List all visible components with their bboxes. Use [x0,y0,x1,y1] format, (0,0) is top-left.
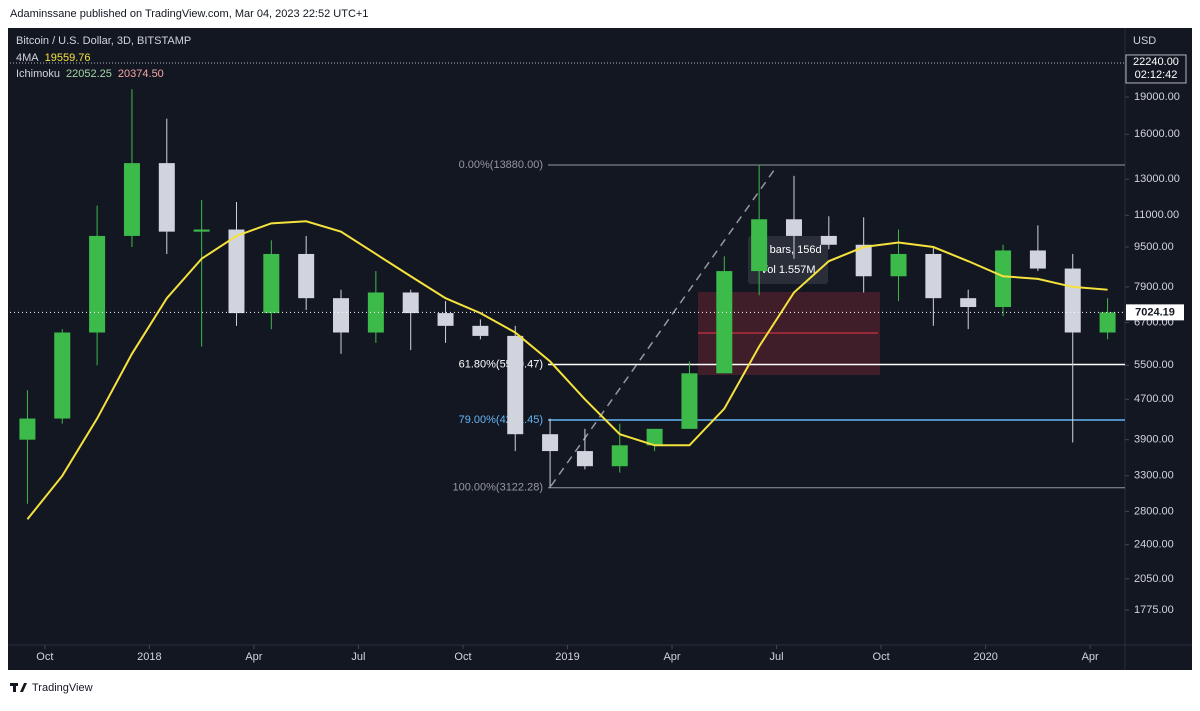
candle-body [158,163,175,232]
y-tick-label: 11000.00 [1134,209,1179,221]
candle-body [925,253,942,299]
measure-volume: Vol 1.557M [760,264,815,276]
currency: USD [1133,35,1156,47]
x-tick-label: Oct [454,651,471,663]
price-marker-countdown: 02:12:42 [1135,69,1178,81]
measure-tooltip [748,236,828,284]
fib-label: 61.80%(5520.47) [459,358,543,370]
last-price-box [1126,304,1184,321]
y-tick-label: 2050.00 [1134,573,1174,585]
candle-body [333,298,350,333]
x-tick-label: Apr [663,651,680,663]
candle-body [890,253,907,277]
y-tick-label: 1775.00 [1134,604,1174,616]
chart-area [8,28,1192,670]
y-tick-label: 4700.00 [1134,393,1174,405]
candle-body [785,219,802,236]
x-tick-label: Oct [36,651,53,663]
legend-name: 4MA [16,52,39,64]
y-tick-label: 3900.00 [1134,434,1174,446]
candle-body [855,244,872,277]
y-tick-label: 2800.00 [1134,505,1174,517]
legend-name: Ichimoku [16,68,60,80]
candle-body [89,235,106,333]
candle-body [298,253,315,299]
candle-body [54,332,71,419]
price-marker-label: 22240.00 [1133,56,1179,68]
ma-line [26,220,1108,520]
y-tick-label: 3300.00 [1134,470,1174,482]
x-tick-label: Jul [770,651,784,663]
candle-body [123,163,140,236]
candle-body [437,313,454,326]
candle-body [542,434,559,452]
candle-body [402,292,419,314]
legend-value: 20374.50 [118,68,164,80]
y-tick-label: 7900.00 [1134,281,1174,293]
y-tick-label: 19000.00 [1134,91,1180,103]
candle-body [472,325,489,336]
y-tick-label: 2400.00 [1134,539,1174,551]
last-price-label: 7024.19 [1135,306,1175,318]
candle-body [995,250,1012,308]
candle-body [646,428,663,446]
x-tick-label: Oct [873,651,890,663]
y-tick-label: 9500.00 [1134,241,1174,253]
x-tick-label: Apr [1082,651,1099,663]
candle-body [611,445,628,467]
y-tick-label: 5500.00 [1134,359,1174,371]
x-tick-label: Apr [245,651,262,663]
y-tick-label: 16000.00 [1134,128,1180,140]
price-marker-box [1125,54,1187,84]
legend-value: 22052.25 [66,68,112,80]
publisher: Adaminssane published on TradingView.com… [10,8,368,20]
x-tick-label: 2019 [555,651,579,663]
y-tick-label: 13000.00 [1134,173,1180,185]
x-tick-label: 2020 [973,651,997,663]
trend-line [550,165,778,487]
candle-body [751,219,768,272]
fib-label: 0.00%(13880.00) [459,159,543,171]
candle-body [507,335,524,435]
measure-bars: 52 bars, 156d [754,244,821,256]
fib-label: 79.00%(4271.45) [459,414,543,426]
candle-body [1099,312,1116,333]
candle-body [367,292,384,333]
candle-body [716,271,733,374]
candle-body [19,418,36,440]
candle-body [820,235,837,245]
symbol-title: Bitcoin / U.S. Dollar, 3D, BITSTAMP [16,35,191,47]
x-tick-label: Jul [351,651,365,663]
candle-body [576,451,593,467]
candle-body [1029,250,1046,269]
candle-body [263,253,280,314]
candle-body [228,229,245,314]
candle-body [681,373,698,429]
candle-body [193,229,210,232]
legend-value: 19559.76 [45,52,91,64]
candle-body [960,298,977,308]
candle-body [1064,268,1081,333]
x-tick-label: 2018 [137,651,161,663]
fib-label: 100.00%(3122.28) [452,482,543,494]
brand: TradingView [32,682,93,694]
footer-logo [10,683,27,692]
